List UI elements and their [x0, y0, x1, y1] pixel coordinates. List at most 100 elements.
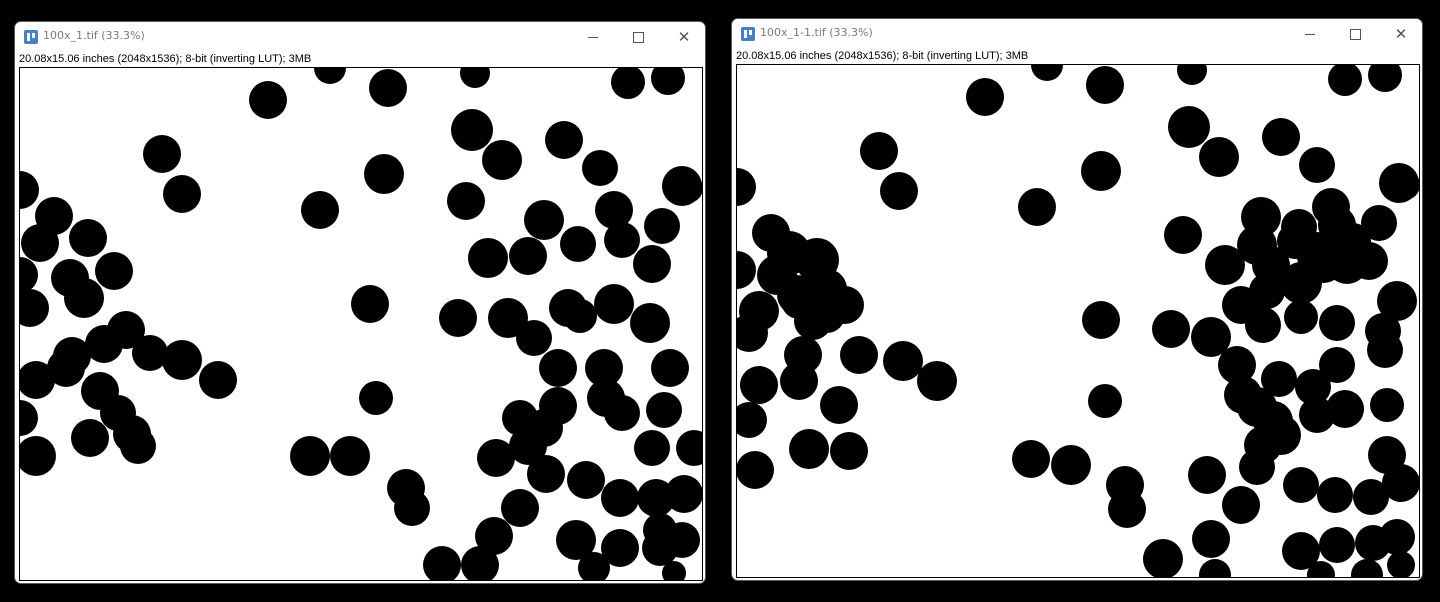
cell-blob — [1317, 477, 1353, 513]
imagej-icon — [24, 30, 38, 44]
cell-blob — [64, 278, 104, 318]
cell-blob — [582, 150, 618, 186]
cell-blob — [737, 402, 767, 438]
cell-blob — [637, 479, 675, 517]
cell-blob — [1283, 467, 1319, 503]
cell-blob — [1168, 106, 1210, 148]
cell-blob — [509, 237, 547, 275]
cell-blob — [1031, 65, 1063, 81]
cell-blob — [359, 381, 393, 415]
image-info: 20.08x15.06 inches (2048x1536); 8-bit (i… — [736, 50, 1029, 62]
cell-blob — [1191, 317, 1231, 357]
cell-blob — [563, 299, 597, 333]
title-bar[interactable]: 100x_1.tif (33.3%) ✕ — [15, 22, 705, 52]
minimize-icon[interactable] — [570, 22, 616, 52]
cell-blob — [634, 430, 670, 466]
cell-blob — [651, 349, 689, 387]
title-bar[interactable]: 100x_1-1.tif (33.3%) ✕ — [732, 19, 1422, 49]
cell-blob — [737, 168, 756, 206]
cell-blob — [1199, 137, 1239, 177]
cell-blob — [966, 78, 1004, 116]
cell-blob — [199, 361, 237, 399]
cell-blob — [830, 432, 868, 470]
cell-blob — [665, 475, 702, 513]
cell-blob — [1353, 479, 1389, 515]
cell-blob — [394, 490, 430, 526]
binary-image — [737, 65, 1419, 577]
cell-blob — [1239, 449, 1275, 485]
cell-blob — [1152, 310, 1190, 348]
cell-blob — [604, 222, 640, 258]
cell-blob — [556, 520, 596, 560]
cell-blob — [525, 409, 563, 447]
cell-blob — [1295, 369, 1331, 405]
cell-blob — [1199, 559, 1231, 577]
cell-blob — [737, 451, 774, 489]
image-window-1[interactable]: 100x_1.tif (33.3%) ✕ 20.08x15.06 inches … — [14, 21, 706, 584]
cell-blob — [1261, 361, 1297, 397]
cell-blob — [439, 299, 477, 337]
cell-blob — [1086, 66, 1124, 104]
cell-blob — [883, 341, 923, 381]
cell-blob — [1205, 245, 1245, 285]
close-icon[interactable]: ✕ — [677, 28, 691, 46]
cell-blob — [1355, 525, 1391, 561]
cell-blob — [1082, 301, 1120, 339]
cell-blob — [737, 314, 768, 352]
cell-blob — [516, 320, 552, 356]
image-canvas[interactable] — [736, 64, 1420, 578]
cell-blob — [1299, 397, 1335, 433]
cell-blob — [69, 219, 107, 257]
cell-blob — [1382, 464, 1419, 502]
cell-blob — [585, 349, 623, 387]
binary-image — [20, 68, 702, 580]
minimize-icon[interactable] — [1287, 19, 1333, 49]
cell-blob — [676, 430, 702, 466]
cell-blob — [809, 297, 845, 333]
image-window-2[interactable]: 100x_1-1.tif (33.3%) ✕ 20.08x15.06 inche… — [731, 18, 1423, 581]
cell-blob — [290, 436, 330, 476]
window-title: 100x_1-1.tif (33.3%) — [760, 26, 873, 39]
maximize-icon[interactable] — [1332, 19, 1378, 49]
cell-blob — [143, 135, 181, 173]
cell-blob — [527, 455, 565, 493]
cell-blob — [1143, 539, 1183, 577]
cell-blob — [1361, 205, 1397, 241]
cell-blob — [840, 336, 878, 374]
cell-blob — [20, 257, 38, 293]
cell-blob — [524, 200, 564, 240]
cell-blob — [1299, 147, 1335, 183]
cell-blob — [369, 69, 407, 107]
cell-blob — [1249, 273, 1285, 309]
cell-blob — [20, 171, 39, 209]
cell-blob — [71, 419, 109, 457]
cell-blob — [301, 191, 339, 229]
cell-blob — [1377, 281, 1417, 321]
cell-blob — [1262, 118, 1300, 156]
cell-blob — [488, 298, 528, 338]
cell-blob — [820, 386, 858, 424]
close-icon[interactable]: ✕ — [1394, 25, 1408, 43]
cell-blob — [95, 252, 133, 290]
image-canvas[interactable] — [19, 67, 703, 581]
cell-blob — [47, 349, 85, 387]
cell-blob — [595, 191, 633, 229]
cell-blob — [1328, 65, 1362, 96]
maximize-icon[interactable] — [615, 22, 661, 52]
cell-blob — [100, 395, 136, 431]
cell-blob — [1319, 305, 1355, 341]
cell-blob — [20, 361, 55, 399]
cell-blob — [1222, 486, 1260, 524]
cell-blob — [646, 392, 682, 428]
cell-blob — [567, 461, 605, 499]
cell-blob — [1261, 415, 1301, 455]
cell-blob — [1368, 436, 1406, 474]
cell-blob — [20, 289, 49, 327]
cell-blob — [917, 361, 957, 401]
cell-blob — [604, 395, 640, 431]
cell-blob — [1319, 347, 1355, 383]
cell-blob — [737, 251, 756, 289]
cell-blob — [545, 121, 583, 159]
cell-blob — [1319, 527, 1355, 563]
cell-blob — [1370, 388, 1404, 422]
